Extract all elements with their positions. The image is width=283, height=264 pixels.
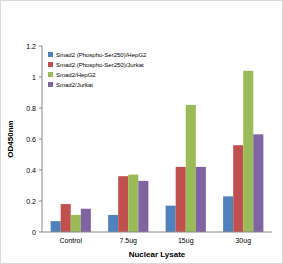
y-tick-label: 0.2 (26, 198, 36, 205)
chart-frame (1, 1, 283, 264)
bar (196, 167, 206, 232)
legend-label: Smad2 (Phospho-Ser250)/Jurkat (56, 62, 144, 68)
legend-label: Smad2/Jurkat (56, 82, 93, 88)
bar (138, 181, 148, 232)
bar (186, 105, 196, 232)
x-tick-label: Control (59, 237, 82, 244)
legend-label: Smad2 (Phospho-Ser250)/HepG2 (56, 52, 147, 58)
bar (71, 215, 81, 232)
chart: 0 0.2 0.4 0.6 0.8 1 1.2 Control 7.5ug 15ug 30ug Nuc… (0, 0, 283, 264)
bar (118, 176, 128, 232)
chart-container: 0 0.2 0.4 0.6 0.8 1 1.2 Control 7.5ug 15ug 30ug Nuc… (0, 0, 283, 264)
bar (233, 145, 243, 232)
y-tick-label: 0.8 (26, 105, 36, 112)
legend-swatch (48, 82, 53, 87)
bar (51, 221, 61, 232)
x-axis (42, 232, 272, 233)
legend-swatch (48, 72, 53, 77)
bar (176, 167, 186, 232)
legend-label: Smad2/HepG2 (56, 72, 96, 78)
legend-swatch (48, 62, 53, 67)
x-tick-label: 30ug (235, 237, 251, 245)
bars (51, 71, 264, 232)
y-axis-label: OD450nm (6, 120, 15, 157)
y-tick-label: 1.2 (26, 43, 36, 50)
y-tick-label: 1 (32, 74, 36, 81)
bar (223, 196, 233, 232)
legend-swatch (48, 52, 53, 57)
x-tick-label: 15ug (178, 237, 194, 245)
bar (81, 209, 91, 232)
y-tick-label: 0.6 (26, 136, 36, 143)
bar (243, 71, 253, 232)
bar (108, 215, 118, 232)
y-tick-label: 0 (32, 229, 36, 236)
bar (166, 206, 176, 232)
y-axis (42, 46, 43, 232)
bar (61, 204, 71, 232)
bar (253, 134, 263, 232)
y-tick-label: 0.4 (26, 167, 36, 174)
legend: Smad2 (Phospho-Ser250)/HepG2 Smad2 (Phosp… (48, 52, 147, 88)
bar (128, 175, 138, 232)
x-tick-label: 7.5ug (119, 237, 137, 245)
x-axis-label: Nuclear Lysate (129, 250, 186, 259)
